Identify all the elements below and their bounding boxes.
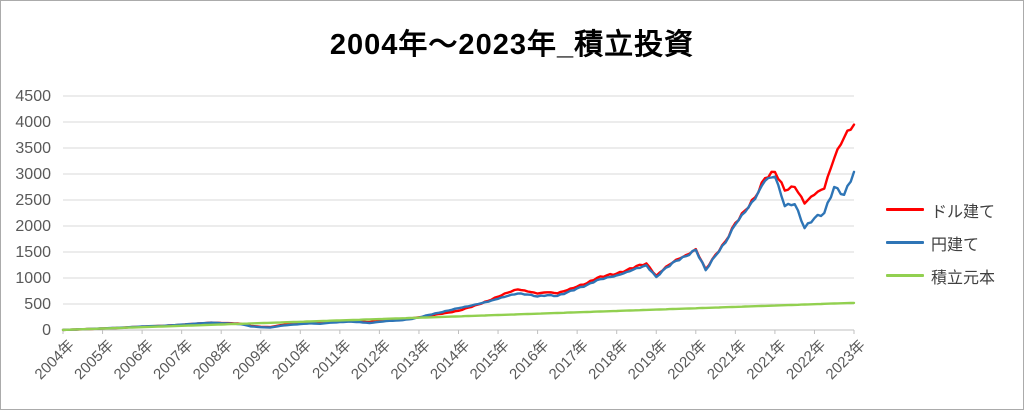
x-tick-label: 2006年 bbox=[111, 337, 157, 383]
x-tick-label: 2022年 bbox=[783, 337, 829, 383]
legend-label-dollar: ドル建て bbox=[931, 203, 996, 221]
x-tick-label: 2013年 bbox=[388, 337, 434, 383]
x-tick-label: 2017年 bbox=[546, 337, 592, 383]
x-tick-label: 2020年 bbox=[664, 337, 710, 383]
chart-title: 2004年～2023年_積立投資 bbox=[329, 29, 695, 61]
legend-label-yen: 円建て bbox=[931, 236, 980, 254]
legend: ドル建て円建て積立元本 bbox=[886, 193, 995, 292]
x-tick-label: 2023年 bbox=[823, 337, 869, 383]
x-tick-label: 2014年 bbox=[427, 337, 473, 383]
legend-swatch-dollar-icon bbox=[886, 208, 924, 211]
x-tick-label: 2016年 bbox=[506, 337, 552, 383]
x-tick-label: 2019年 bbox=[625, 337, 671, 383]
x-tick-label: 2008年 bbox=[190, 337, 236, 383]
x-tick-label: 2005年 bbox=[71, 337, 117, 383]
x-tick-label: 2009年 bbox=[229, 337, 275, 383]
legend-item-principal: 積立元本 bbox=[886, 259, 995, 292]
y-tick-label: 3500 bbox=[15, 140, 51, 157]
x-tick-label: 2004年 bbox=[32, 337, 78, 383]
y-tick-label: 2500 bbox=[15, 192, 51, 209]
y-tick-label: 2000 bbox=[15, 218, 51, 235]
y-tick-label: 3000 bbox=[15, 166, 51, 183]
y-tick-label: 1000 bbox=[15, 270, 51, 287]
legend-swatch-principal-icon bbox=[886, 274, 924, 277]
legend-item-yen: 円建て bbox=[886, 226, 995, 259]
x-tick-label: 2012年 bbox=[348, 337, 394, 383]
legend-swatch-yen-icon bbox=[886, 241, 924, 244]
y-tick-label: 0 bbox=[42, 322, 51, 339]
y-tick-label: 1500 bbox=[15, 244, 51, 261]
series-yen-line bbox=[61, 170, 856, 332]
x-tick-label: 2011年 bbox=[309, 337, 354, 382]
x-tick-label: 2021年 bbox=[704, 337, 750, 383]
legend-item-dollar: ドル建て bbox=[886, 193, 995, 226]
series-dollar-line bbox=[61, 123, 856, 332]
x-tick-label: 2021年 bbox=[744, 337, 790, 383]
y-tick-label: 4500 bbox=[15, 88, 51, 105]
x-tick-label: 2007年 bbox=[150, 337, 196, 383]
series-principal-line bbox=[61, 301, 856, 332]
y-tick-label: 500 bbox=[24, 296, 51, 313]
x-tick-label: 2018年 bbox=[585, 337, 631, 383]
legend-label-principal: 積立元本 bbox=[931, 269, 996, 287]
x-tick-label: 2010年 bbox=[269, 337, 315, 383]
x-tick-label: 2015年 bbox=[467, 337, 513, 383]
y-tick-label: 4000 bbox=[15, 114, 51, 131]
